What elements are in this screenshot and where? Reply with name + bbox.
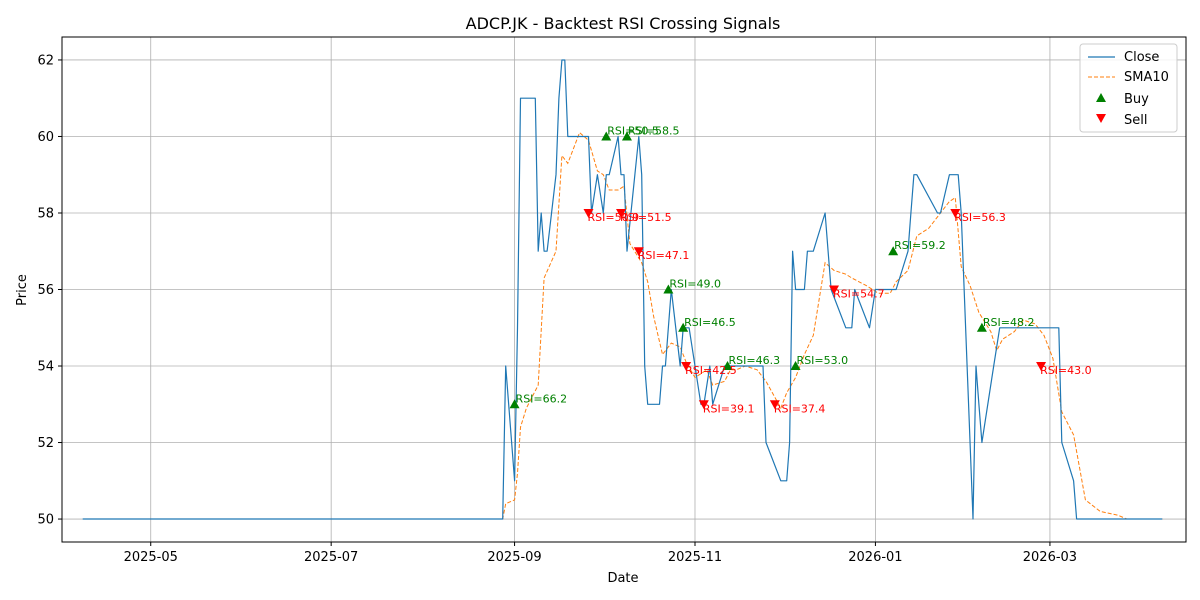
y-tick-label: 62 [37,53,54,68]
x-axis-title: Date [607,571,638,586]
x-tick-label: 2026-03 [1023,550,1077,565]
sell-rsi-label: RSI=43.0 [1040,364,1092,377]
sell-marker [681,362,692,372]
legend-buy-marker [1096,93,1106,102]
buy-marker [621,131,632,141]
buy-rsi-label: RSI=53.0 [797,354,849,367]
buy-marker [790,361,801,371]
buy-rsi-label: RSI=49.0 [669,278,721,291]
sell-marker [1036,362,1047,372]
buy-marker [976,322,987,332]
sell-marker [583,208,594,218]
legend-buy-label: Buy [1124,92,1149,107]
y-axis-title: Price [15,274,30,306]
legend-sma-label: SMA10 [1124,70,1169,85]
buy-marker [678,322,689,332]
series-layer [82,59,1163,520]
buy-rsi-label: RSI=46.3 [729,354,781,367]
y-tick-label: 54 [37,360,54,375]
sell-marker [633,247,644,257]
x-tick-label: 2025-11 [668,550,722,565]
sell-rsi-label: RSI=42.5 [685,364,737,377]
y-tick-label: 56 [37,283,54,298]
y-tick-label: 58 [37,206,54,221]
legend-close-label: Close [1124,50,1159,65]
x-axis: 2025-05 2025-07 2025-09 2025-11 2026-01 2026-… [124,542,1077,565]
sell-marker [950,208,961,218]
sell-marker [616,208,627,218]
buy-marker [663,284,674,294]
legend-box [1079,43,1178,133]
buy-rsi-label: RSI=50.5 [607,124,659,137]
chart-title: ADCP.JK - Backtest RSI Crossing Signals [466,14,781,33]
sell-marker [769,400,780,410]
y-tick-label: 50 [37,513,54,528]
sell-rsi-label: RSI=37.4 [774,402,826,415]
legend-sell-label: Sell [1124,113,1147,128]
sell-rsi-label: RSI=39.1 [703,402,755,415]
legend-sell-marker [1096,114,1106,123]
buy-marker [888,246,899,256]
buy-marker [601,131,612,141]
x-tick-label: 2025-05 [124,550,178,565]
sell-rsi-label: RSI=50.9 [588,211,640,224]
buy-rsi-label: RSI=48.2 [983,316,1035,329]
y-axis: 50 52 54 56 58 60 62 [37,53,62,528]
buy-rsi-label: RSI=46.5 [684,316,736,329]
x-tick-label: 2025-07 [304,550,358,565]
buy-rsi-label: RSI=59.2 [894,239,946,252]
sma10-line [124,131,1163,520]
buy-marker [509,399,520,409]
x-tick-label: 2026-01 [848,550,902,565]
close-line [82,59,1163,520]
sell-rsi-label: RSI=47.1 [638,249,690,262]
x-tick-label: 2025-09 [487,550,541,565]
sell-marker [829,285,840,295]
sell-marker [698,400,709,410]
buy-rsi-label: RSI=58.5 [628,124,680,137]
y-tick-label: 60 [37,130,54,145]
sell-rsi-label: RSI=51.5 [620,211,672,224]
plot-frame [61,36,1187,543]
y-tick-label: 52 [37,436,54,451]
sell-rsi-label: RSI=54.7 [833,288,885,301]
sell-rsi-label: RSI=56.3 [954,211,1006,224]
legend: Close SMA10 Buy Sell [1079,43,1178,133]
buy-rsi-label: RSI=66.2 [516,392,568,405]
buy-marker [722,361,733,371]
